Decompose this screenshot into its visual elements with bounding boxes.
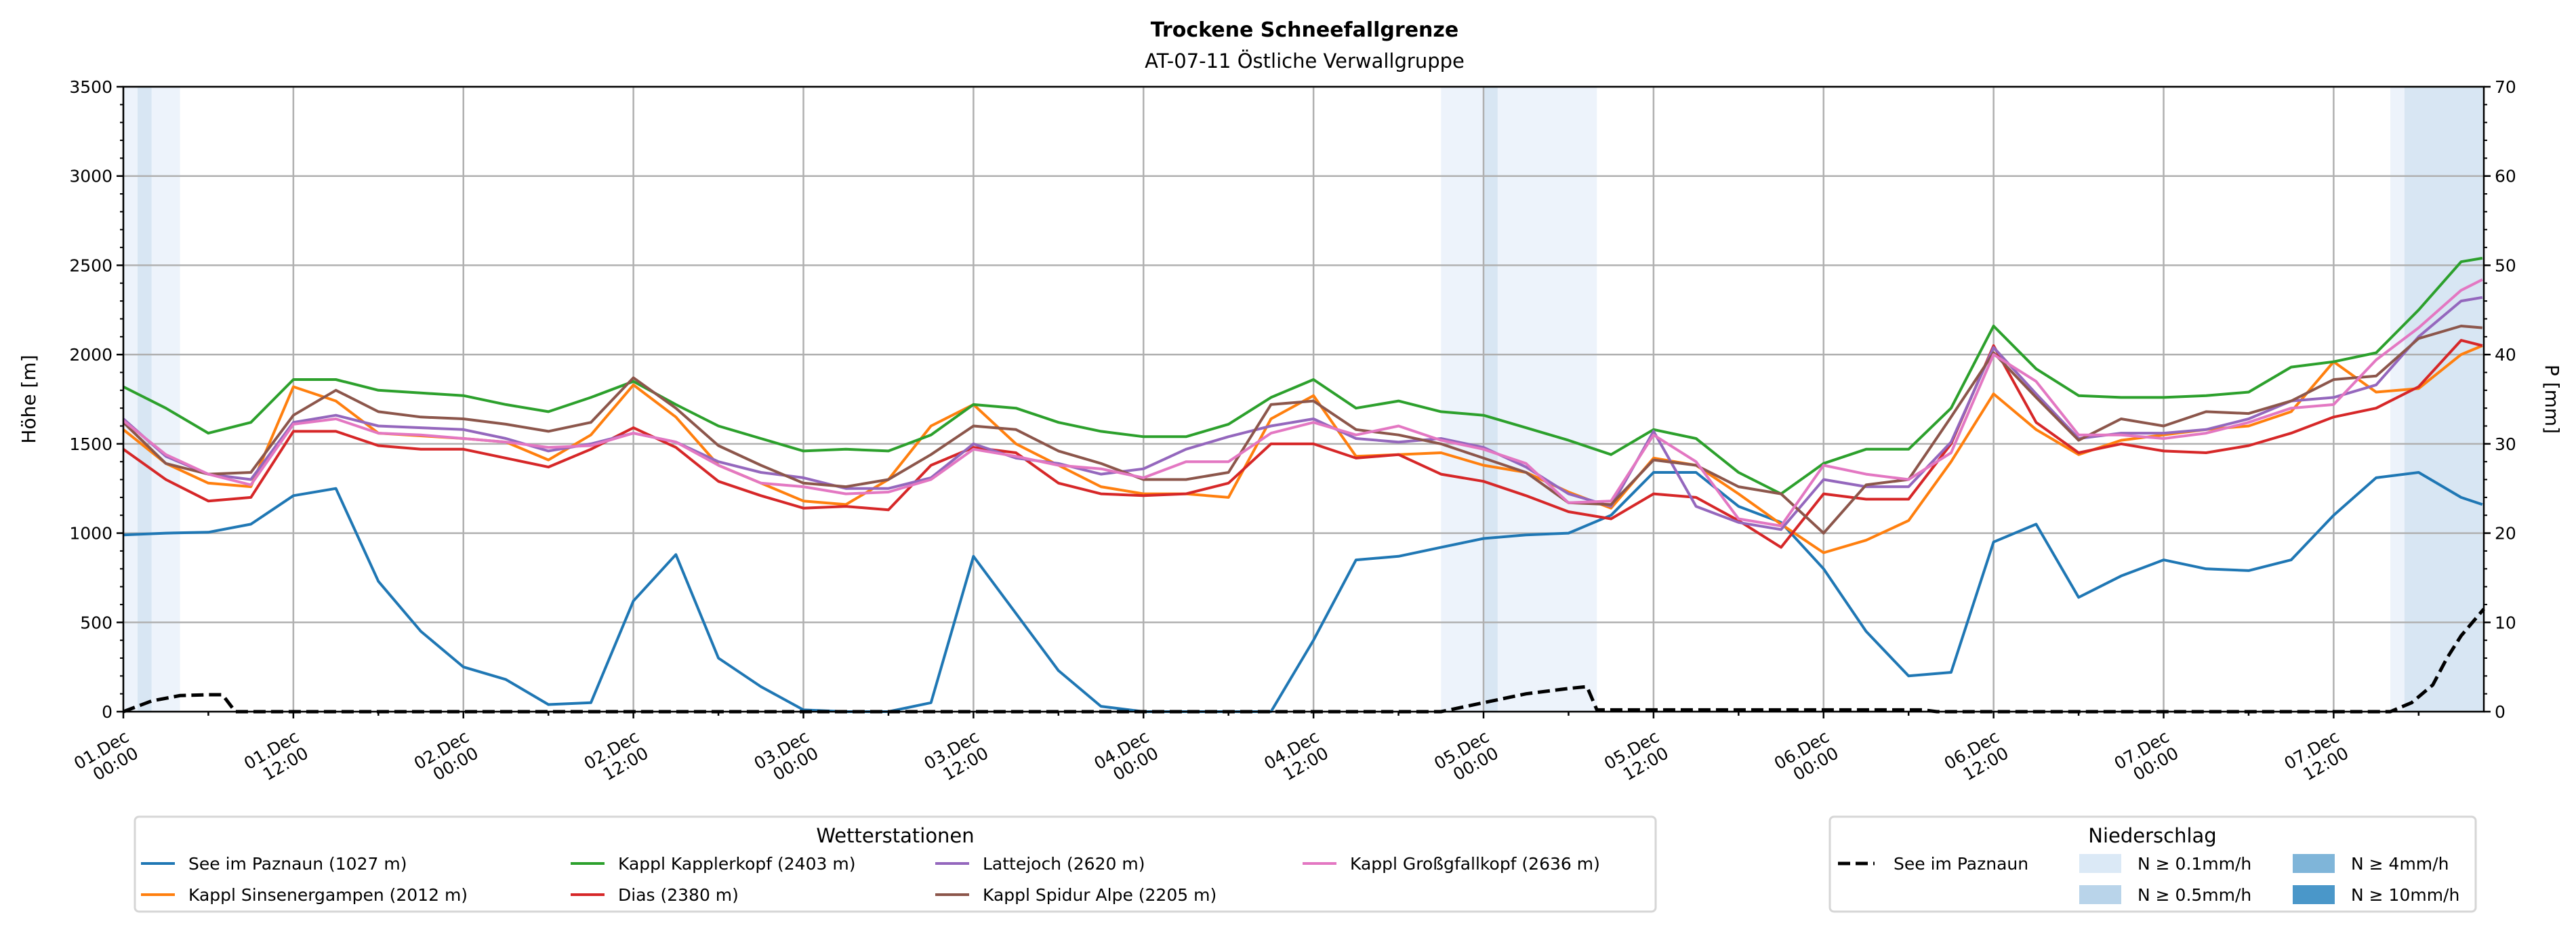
y-tick-label: 3500 bbox=[69, 77, 113, 97]
legend-intensity-swatch bbox=[2293, 854, 2335, 873]
precip-band bbox=[2404, 87, 2484, 712]
plot-frame bbox=[122, 85, 2485, 713]
series-line-3 bbox=[122, 339, 2483, 549]
legend-intensity-label: N ≥ 10mm/h bbox=[2351, 885, 2459, 905]
legend-label: Lattejoch (2620 m) bbox=[983, 854, 1145, 874]
legend-intensity-swatch bbox=[2079, 854, 2121, 873]
x-tick-label: 01.Dec00:00 bbox=[70, 727, 142, 790]
legend-label: Dias (2380 m) bbox=[618, 885, 739, 905]
y-tick-label: 2500 bbox=[69, 256, 113, 275]
x-tick-label: 04.Dec12:00 bbox=[1261, 727, 1332, 790]
y-tick-label: 2000 bbox=[69, 345, 113, 365]
precip-line bbox=[123, 607, 2485, 714]
legend-precip: Niederschlag See im Paznaun N ≥ 0.1mm/h N … bbox=[1828, 815, 2477, 913]
precip-line-group bbox=[123, 607, 2485, 714]
series-line-5 bbox=[122, 325, 2483, 535]
precip-band bbox=[1441, 87, 1484, 712]
x-tick-label: 07.Dec00:00 bbox=[2111, 727, 2182, 790]
x-tick-label: 02.Dec12:00 bbox=[581, 727, 652, 790]
x-tick-label: 03.Dec00:00 bbox=[751, 727, 822, 790]
precip-band bbox=[137, 87, 152, 712]
series-line-6 bbox=[122, 278, 2483, 527]
legend-intensity-label: N ≥ 4mm/h bbox=[2351, 854, 2449, 874]
chart-subtitle: AT-07-11 Östliche Verwallgruppe bbox=[1145, 49, 1465, 73]
y-right-tick-label: 50 bbox=[2495, 256, 2516, 275]
y-right-tick-label: 30 bbox=[2495, 434, 2516, 454]
y-right-tick-label: 60 bbox=[2495, 167, 2516, 186]
y-tick-label: 3000 bbox=[69, 167, 113, 186]
precip-intensity-bands bbox=[123, 87, 2484, 712]
y-right-tick-label: 0 bbox=[2495, 702, 2506, 722]
x-tick-label: 01.Dec12:00 bbox=[241, 727, 312, 790]
legend-intensity-label: N ≥ 0.1mm/h bbox=[2138, 854, 2251, 874]
x-tick-label: 03.Dec12:00 bbox=[921, 727, 992, 790]
x-tick-label: 02.Dec00:00 bbox=[411, 727, 482, 790]
x-tick-label: 06.Dec12:00 bbox=[1941, 727, 2012, 790]
x-tick-label: 05.Dec00:00 bbox=[1431, 727, 1502, 790]
y-tick-label: 0 bbox=[102, 702, 113, 722]
legend-label: Kappl Spidur Alpe (2205 m) bbox=[983, 885, 1217, 905]
legend-precip-title: Niederschlag bbox=[2088, 824, 2216, 847]
y-right-tick-label: 40 bbox=[2495, 345, 2516, 365]
legend-stations: Wetterstationen See im Paznaun (1027 m) K… bbox=[134, 815, 1657, 913]
series-line-4 bbox=[122, 296, 2483, 531]
x-tick-label: 05.Dec12:00 bbox=[1601, 727, 1672, 790]
precip-band bbox=[1497, 87, 1597, 712]
legend-intensity-swatch bbox=[2079, 885, 2121, 904]
legend-label: Kappl Sinsenergampen (2012 m) bbox=[188, 885, 468, 905]
precip-band bbox=[1484, 87, 1498, 712]
y-axis-label: Höhe [m] bbox=[18, 354, 40, 443]
y-tick-label: 500 bbox=[80, 613, 113, 632]
precip-band bbox=[2390, 87, 2405, 712]
series-line-2 bbox=[123, 256, 2483, 495]
y-tick-label: 1000 bbox=[69, 524, 113, 544]
legend-label: Kappl Kapplerkopf (2403 m) bbox=[618, 854, 855, 874]
legend-label: Kappl Großgfallkopf (2636 m) bbox=[1350, 854, 1600, 874]
y-right-tick-label: 70 bbox=[2495, 77, 2516, 97]
legend-precip-line-label: See im Paznaun bbox=[1894, 854, 2028, 874]
legend-intensity-label: N ≥ 0.5mm/h bbox=[2138, 885, 2251, 905]
y-axis-right-label: P [mm] bbox=[2541, 365, 2563, 434]
y-right-tick-label: 10 bbox=[2495, 613, 2516, 632]
legend-stations-title: Wetterstationen bbox=[816, 824, 974, 847]
legend-label: See im Paznaun (1027 m) bbox=[188, 854, 407, 874]
series-line-0 bbox=[123, 471, 2483, 713]
precip-band bbox=[123, 87, 138, 712]
station-lines bbox=[122, 256, 2483, 713]
chart-title: Trockene Schneefallgrenze bbox=[1151, 18, 1458, 42]
precip-band bbox=[151, 87, 180, 712]
series-line-1 bbox=[122, 344, 2483, 554]
x-tick-label: 06.Dec00:00 bbox=[1771, 727, 1842, 790]
legend-intensity-swatch bbox=[2293, 885, 2335, 904]
x-tick-label: 04.Dec00:00 bbox=[1090, 727, 1162, 790]
y-right-tick-label: 20 bbox=[2495, 524, 2516, 544]
y-tick-label: 1500 bbox=[69, 434, 113, 454]
x-tick-label: 07.Dec12:00 bbox=[2281, 727, 2352, 790]
